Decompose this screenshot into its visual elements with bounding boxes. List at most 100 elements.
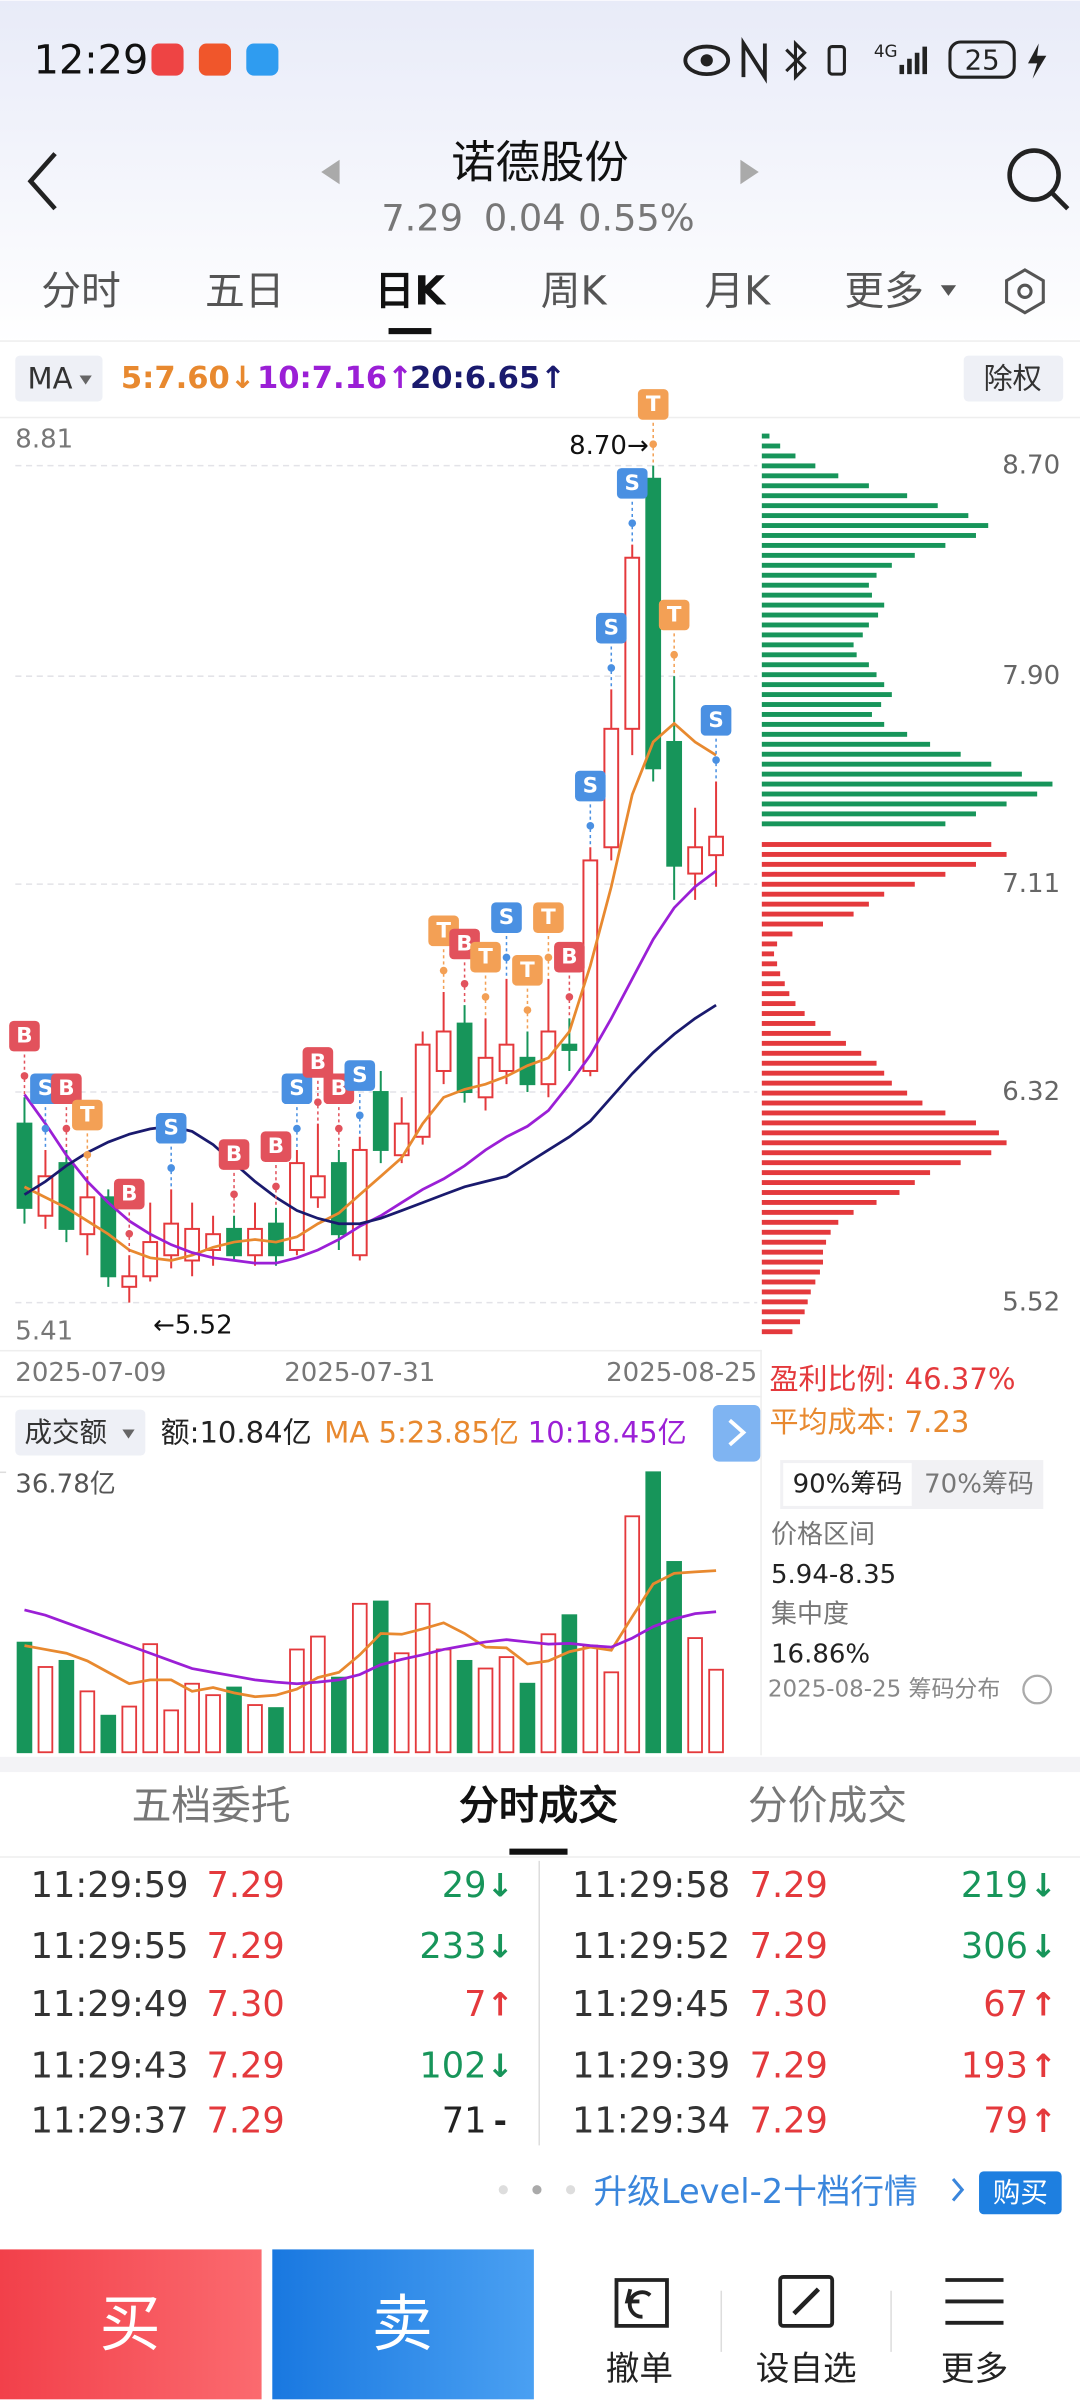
chip-bar [761, 582, 869, 588]
range-label: 价格区间 [771, 1520, 875, 1550]
sell-label: 卖 [372, 2289, 433, 2360]
volume-bar [226, 1686, 242, 1754]
trade-tab[interactable]: 五档委托 [132, 1783, 291, 1829]
period-tab[interactable]: 分时 [41, 268, 121, 314]
prev-stock[interactable] [321, 159, 340, 185]
volume-selector[interactable] [15, 1409, 146, 1456]
y-tick-label: 8.81 [15, 425, 73, 455]
chip-tick-label: 7.90 [1002, 661, 1060, 691]
help-icon[interactable] [1022, 1674, 1053, 1705]
signal-badge [533, 902, 564, 933]
chip-bar [761, 741, 931, 747]
trade-price: 7.29 [750, 2100, 828, 2141]
trade-volume: 233 [419, 1926, 486, 1967]
next-stock[interactable] [740, 159, 759, 185]
trade-price: 7.29 [207, 2100, 285, 2141]
candle-body [561, 1043, 578, 1051]
chip-bar [761, 731, 908, 737]
buy-button[interactable] [0, 2249, 262, 2400]
trade-tab[interactable]: 分价成交 [748, 1783, 907, 1829]
volume-bar [184, 1682, 200, 1754]
expand-button[interactable] [712, 1404, 761, 1462]
buy-level2-button[interactable] [979, 2171, 1062, 2215]
period-tab[interactable]: 更多 [844, 268, 924, 314]
chip-bar [761, 493, 908, 499]
chip-tick-label: 7.11 [1002, 869, 1060, 899]
column-divider [538, 1860, 540, 2146]
trade-tab-active[interactable]: 分时成交 [459, 1783, 618, 1829]
signal-dot [670, 650, 678, 659]
chip-bar [761, 1150, 992, 1156]
chip-tab-active[interactable] [783, 1463, 912, 1506]
chip-bar [761, 642, 854, 648]
volume-bar [561, 1614, 578, 1754]
chip-bar [761, 483, 869, 489]
signal-label: B [16, 1024, 32, 1049]
chip-bar [761, 473, 839, 479]
period-tab[interactable]: 周K [541, 268, 608, 314]
buy-level2-label: 购买 [993, 2177, 1048, 2209]
period-tab-active[interactable]: 日K [375, 268, 448, 314]
sell-button[interactable] [272, 2249, 534, 2400]
ma-selector-label: MA [28, 362, 73, 396]
trade-time: 11:29:55 [31, 1926, 189, 1967]
signal-badge [470, 941, 501, 973]
signal-label: S [499, 905, 514, 930]
signal-dot [20, 1072, 29, 1080]
period-tab[interactable]: 五日 [205, 268, 285, 314]
watch-label[interactable]: 设自选 [756, 2349, 857, 2388]
chip-bar [761, 981, 785, 987]
page-dot [532, 2185, 542, 2195]
page-dot [566, 2185, 576, 2195]
price-annotation: 8.70→ [569, 431, 649, 461]
chip-bar [761, 702, 882, 707]
chip-bar [761, 851, 1007, 857]
adjust-button[interactable] [963, 355, 1064, 402]
volume-bar [205, 1694, 221, 1754]
signal-dot [293, 1124, 301, 1133]
candle-body [351, 1148, 368, 1257]
more-icon[interactable] [945, 2278, 1004, 2325]
chip-tab[interactable]: 70%筹码 [924, 1470, 1034, 1500]
chip-bar [761, 761, 992, 767]
chip-bar [761, 533, 976, 538]
trade-price: 7.30 [207, 1984, 285, 2025]
chip-tab[interactable]: 90%筹码 [793, 1470, 903, 1500]
app-icon [198, 43, 231, 76]
candle-body [100, 1196, 117, 1278]
cancel-icon[interactable] [614, 2278, 669, 2328]
chip-bar [761, 1259, 824, 1265]
chip-bar [761, 951, 775, 957]
back-button[interactable] [27, 152, 57, 211]
settings-button[interactable] [1005, 268, 1045, 315]
signal-label: B [456, 931, 472, 956]
watch-icon[interactable] [778, 2275, 835, 2328]
chip-bar [761, 1080, 892, 1086]
volume-caret [122, 1429, 135, 1439]
search-button[interactable] [1050, 191, 1070, 211]
chip-bar [761, 622, 869, 628]
trade-volume: 219 [961, 1865, 1028, 1906]
chip-bar [761, 592, 872, 598]
ma-selector[interactable] [15, 355, 103, 402]
signal-label: B [268, 1134, 284, 1159]
trade-time: 11:29:45 [572, 1984, 730, 2025]
candle-body [310, 1175, 326, 1199]
search-button[interactable] [1007, 148, 1061, 202]
volume-bar [708, 1668, 724, 1754]
signal-badge [616, 468, 648, 499]
chip-tick-label: 5.52 [1002, 1288, 1060, 1318]
signal-badge [281, 1073, 313, 1105]
more-label[interactable]: 更多 [941, 2349, 1008, 2388]
signal-label: S [352, 1063, 367, 1088]
trade-direction: ↓ [487, 1866, 514, 1904]
level2-link[interactable]: 升级Level-2十档行情 [594, 2172, 918, 2211]
signal-label: B [561, 945, 577, 970]
chip-bar [761, 1110, 946, 1116]
volume-bar [435, 1648, 452, 1754]
cancel-label[interactable]: 撤单 [606, 2349, 673, 2388]
candle-body [456, 1022, 473, 1094]
period-tab[interactable]: 月K [704, 268, 771, 314]
buy-label: 买 [99, 2289, 160, 2360]
